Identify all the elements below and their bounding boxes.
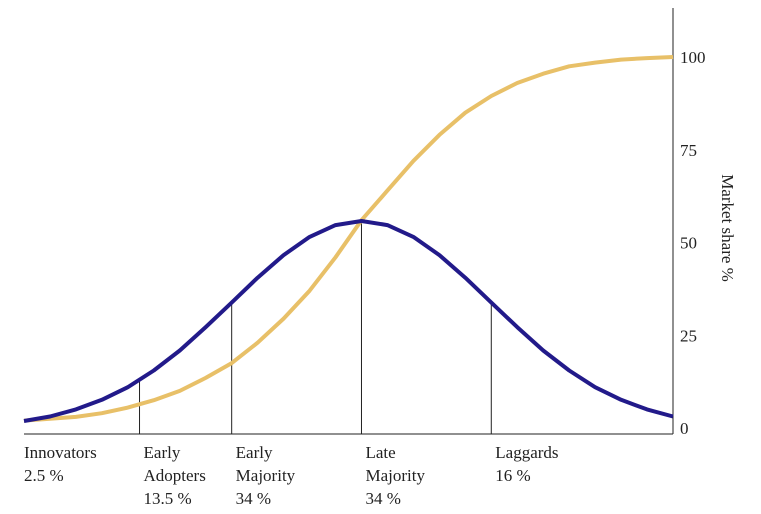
category-label-line: Majority (365, 466, 425, 485)
category-label-line: 2.5 % (24, 466, 64, 485)
category-label: Innovators 2.5 % (24, 443, 97, 485)
y-tick-label: 75 (680, 141, 697, 160)
category-label: Early Adopters 13.5 % (144, 443, 206, 508)
category-label-line: Innovators (24, 443, 97, 462)
category-label-line: Majority (236, 466, 296, 485)
category-label-line: Late (365, 443, 395, 462)
series-line (23, 219, 674, 423)
category-label-line: 13.5 % (144, 489, 192, 508)
category-label-line: 34 % (236, 489, 271, 508)
category-label: Laggards 16 % (495, 443, 558, 485)
y-tick-label: 100 (680, 48, 706, 67)
category-label-line: Early (144, 443, 181, 462)
category-label-line: 16 % (495, 466, 530, 485)
y-tick-label: 0 (680, 419, 689, 438)
category-label: Late Majority 34 % (365, 443, 425, 508)
y-tick-label: 25 (680, 326, 697, 345)
series-line (23, 55, 674, 423)
y-axis-label: Market share % (718, 174, 737, 282)
y-tick-label: 50 (680, 234, 697, 253)
category-label-line: 34 % (365, 489, 400, 508)
category-label-line: Laggards (495, 443, 558, 462)
category-label-line: Early (236, 443, 273, 462)
category-label-line: Adopters (144, 466, 206, 485)
category-label: Early Majority 34 % (236, 443, 296, 508)
